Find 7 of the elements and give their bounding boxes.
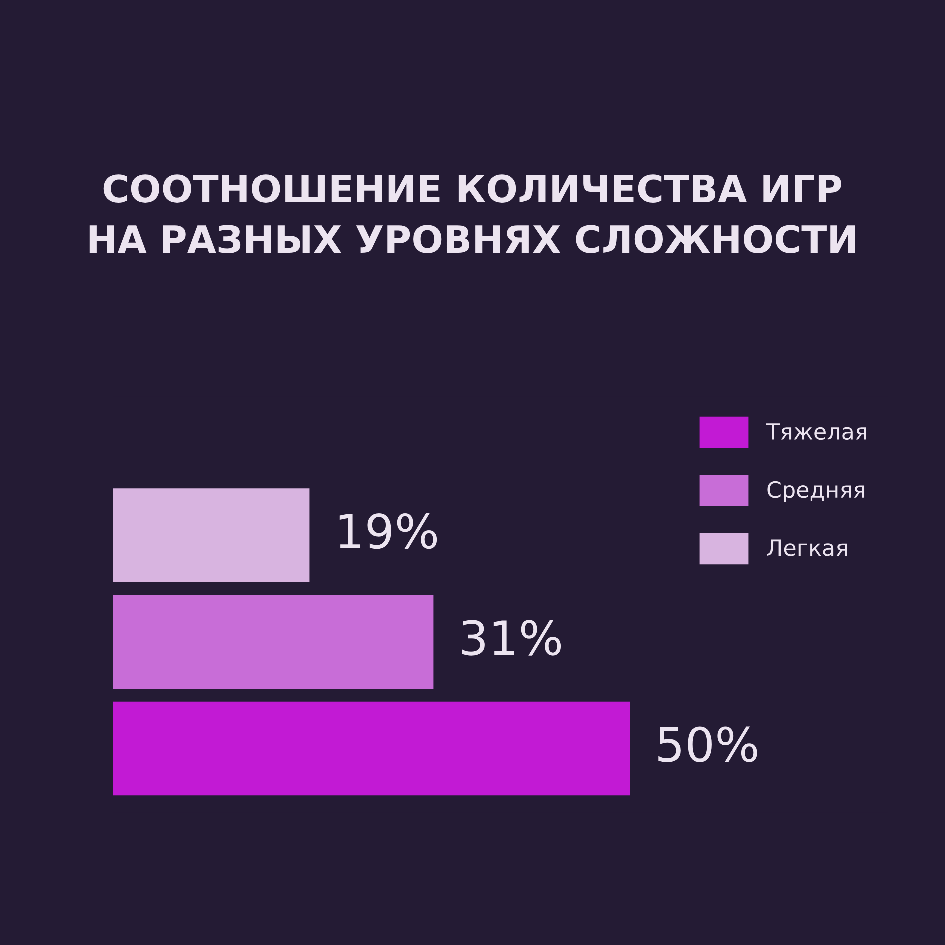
data-label: 19%	[340, 513, 438, 550]
legend-label: Легкая	[767, 540, 848, 556]
data-label: 50%	[658, 726, 758, 762]
chart-title: СООТНОШЕНИЕ КОЛИЧЕСТВА ИГР НА РАЗНЫХ УРОВНЯХ СЛОЖНОСТИ	[90, 174, 856, 254]
legend-label: Тяжелая	[766, 424, 866, 440]
legend-label: Средняя	[768, 481, 865, 503]
data-label: 31%	[462, 620, 562, 656]
